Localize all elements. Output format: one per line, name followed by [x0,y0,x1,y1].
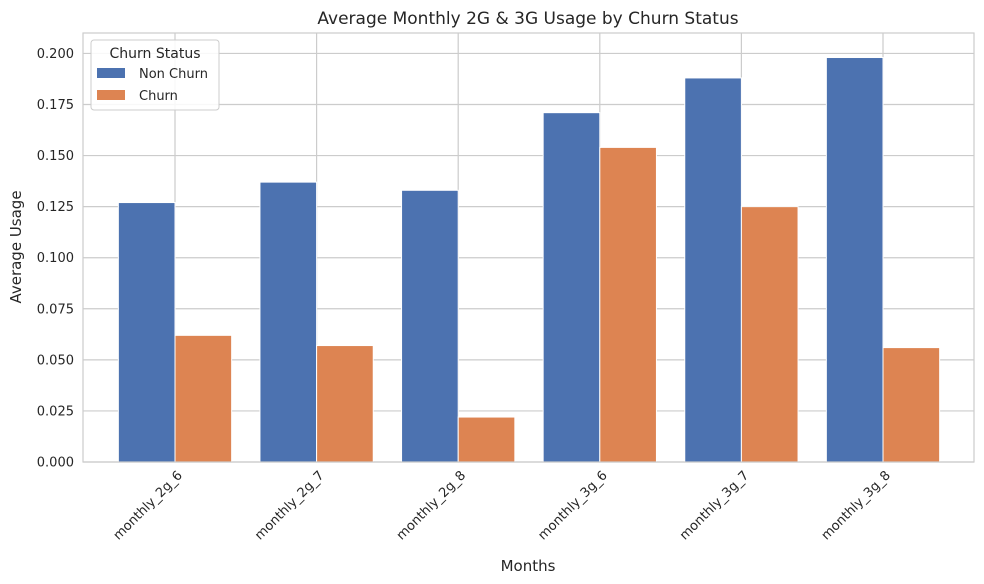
x-tick-labels: monthly_2g_6 monthly_2g_7 monthly_2g_8 mont… [111,468,894,543]
bar-churn-monthly_3g_8 [882,347,941,463]
bar-non-churn-monthly_2g_7 [259,181,318,463]
bars [117,57,941,463]
x-tick-label: monthly_2g_6 [111,468,186,543]
bar-churn-monthly_3g_6 [599,146,657,463]
y-tick-label: 0.025 [37,404,74,419]
x-tick-label: monthly_3g_7 [677,468,752,543]
bar-non-churn-monthly_3g_6 [542,112,601,463]
bar-non-churn-monthly_3g_7 [684,77,742,463]
legend-label-churn: Churn [139,89,178,104]
x-axis-label: Months [501,557,556,575]
y-tick-label: 0.075 [37,302,74,317]
y-tick-label: 0.100 [37,251,74,266]
y-tick-label: 0.125 [37,200,74,215]
x-tick-label: monthly_3g_8 [819,468,894,543]
bar-non-churn-monthly_3g_8 [825,57,884,463]
x-tick-label: monthly_2g_8 [394,468,469,543]
y-tick-label: 0.000 [37,456,74,471]
y-axis-label: Average Usage [7,190,25,303]
x-tick-label: monthly_2g_7 [252,468,327,543]
plot-frame [82,32,975,463]
y-tick-label: 0.175 [37,98,74,113]
legend-label-non-churn: Non Churn [139,67,208,82]
y-tick-label: 0.200 [37,47,74,62]
bar-churn-monthly_2g_7 [316,345,374,463]
y-tick-labels: 0.000 0.025 0.050 0.075 0.100 0.125 0.150 0.175… [37,47,74,471]
chart-title: Average Monthly 2G & 3G Usage by Churn S… [317,9,738,29]
legend: Churn Status Non Churn Churn [90,39,220,111]
x-tick-label: monthly_3g_6 [535,468,610,543]
y-tick-label: 0.150 [37,149,74,164]
bar-non-churn-monthly_2g_6 [117,202,176,463]
bar-churn-monthly_2g_8 [457,416,516,463]
bar-churn-monthly_2g_6 [174,334,233,463]
bar-churn-monthly_3g_7 [740,206,799,463]
legend-swatch-non-churn [97,68,125,78]
legend-swatch-churn [97,90,125,100]
bar-non-churn-monthly_2g_8 [401,189,459,463]
y-tick-label: 0.050 [37,353,74,368]
legend-title: Churn Status [110,46,201,62]
